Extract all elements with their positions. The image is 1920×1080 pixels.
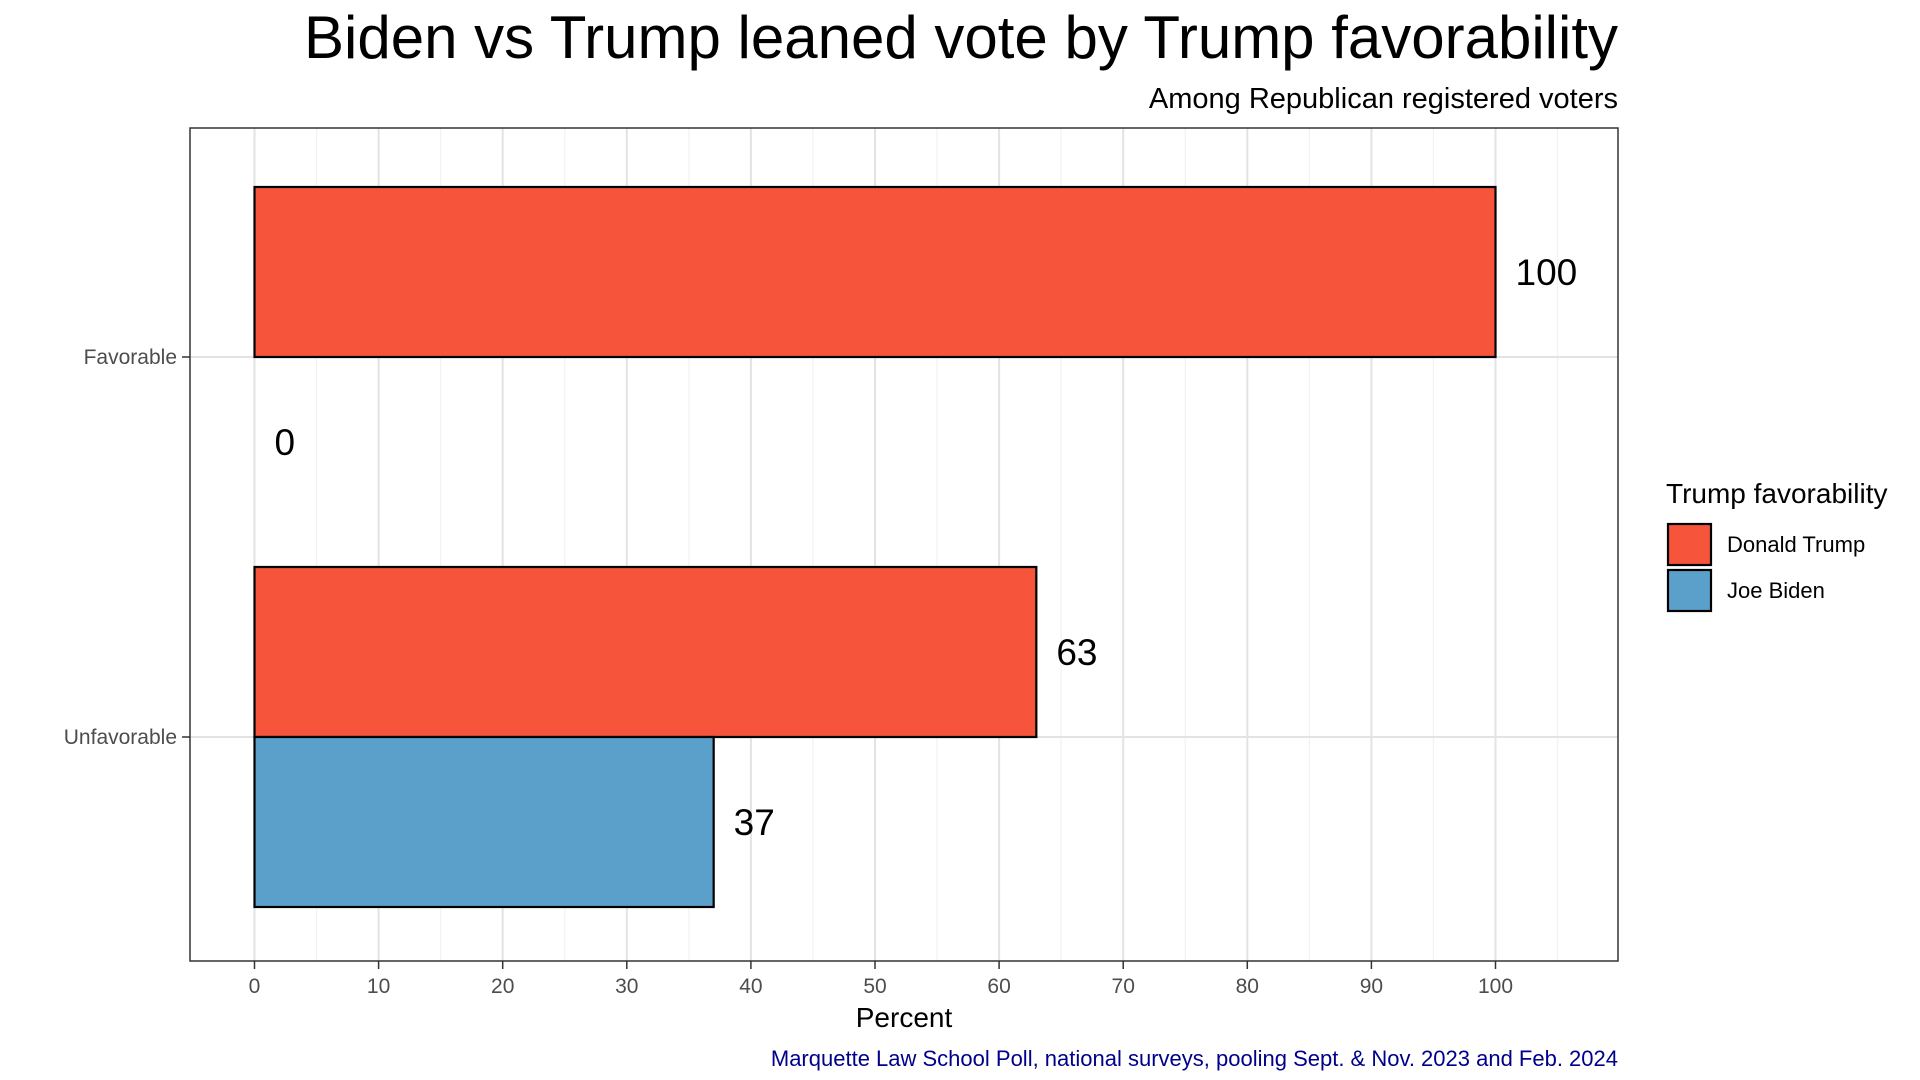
x-axis: 0 10 20 30 40 50 60 70 80 90 100 [249,961,1513,998]
bars [253,185,1497,909]
legend-swatch [1666,522,1713,567]
x-tick-label: 90 [1360,975,1383,998]
bar-donald-trump-favorable [253,185,1497,359]
y-axis: Favorable Unfavorable [64,346,190,749]
chart-caption: Marquette Law School Poll, national surv… [771,1046,1618,1071]
data-label: 37 [734,802,775,843]
legend: Trump favorability Donald Trump Joe Biden [1666,478,1887,613]
x-tick-label: 80 [1236,975,1259,998]
chart-title: Biden vs Trump leaned vote by Trump favo… [304,4,1618,71]
panel-border [189,127,1619,962]
x-tick-label: 10 [367,975,390,998]
legend-swatch [1666,568,1713,613]
chart-subtitle: Among Republican registered voters [1149,83,1618,115]
data-label: 63 [1056,632,1097,673]
y-tick-label: Favorable [84,346,177,369]
x-tick-label: 20 [491,975,514,998]
plot-panel: 100 0 63 37 [189,127,1619,962]
bar-donald-trump-unfavorable [253,565,1038,739]
x-tick-label: 30 [615,975,638,998]
x-tick-label: 40 [739,975,762,998]
x-tick-label: 0 [249,975,261,998]
x-tick-label: 70 [1112,975,1135,998]
y-tick-label: Unfavorable [64,726,177,749]
data-label: 100 [1516,252,1578,293]
x-tick-label: 50 [863,975,886,998]
x-tick-label: 100 [1478,975,1513,998]
legend-label: Donald Trump [1727,532,1865,557]
bar-joe-biden-unfavorable [253,735,715,909]
legend-label: Joe Biden [1727,578,1825,603]
data-label: 0 [275,422,296,463]
data-labels: 100 0 63 37 [275,252,1578,843]
x-tick-label: 60 [987,975,1010,998]
x-axis-title: Percent [856,1002,953,1033]
legend-title: Trump favorability [1666,478,1887,509]
